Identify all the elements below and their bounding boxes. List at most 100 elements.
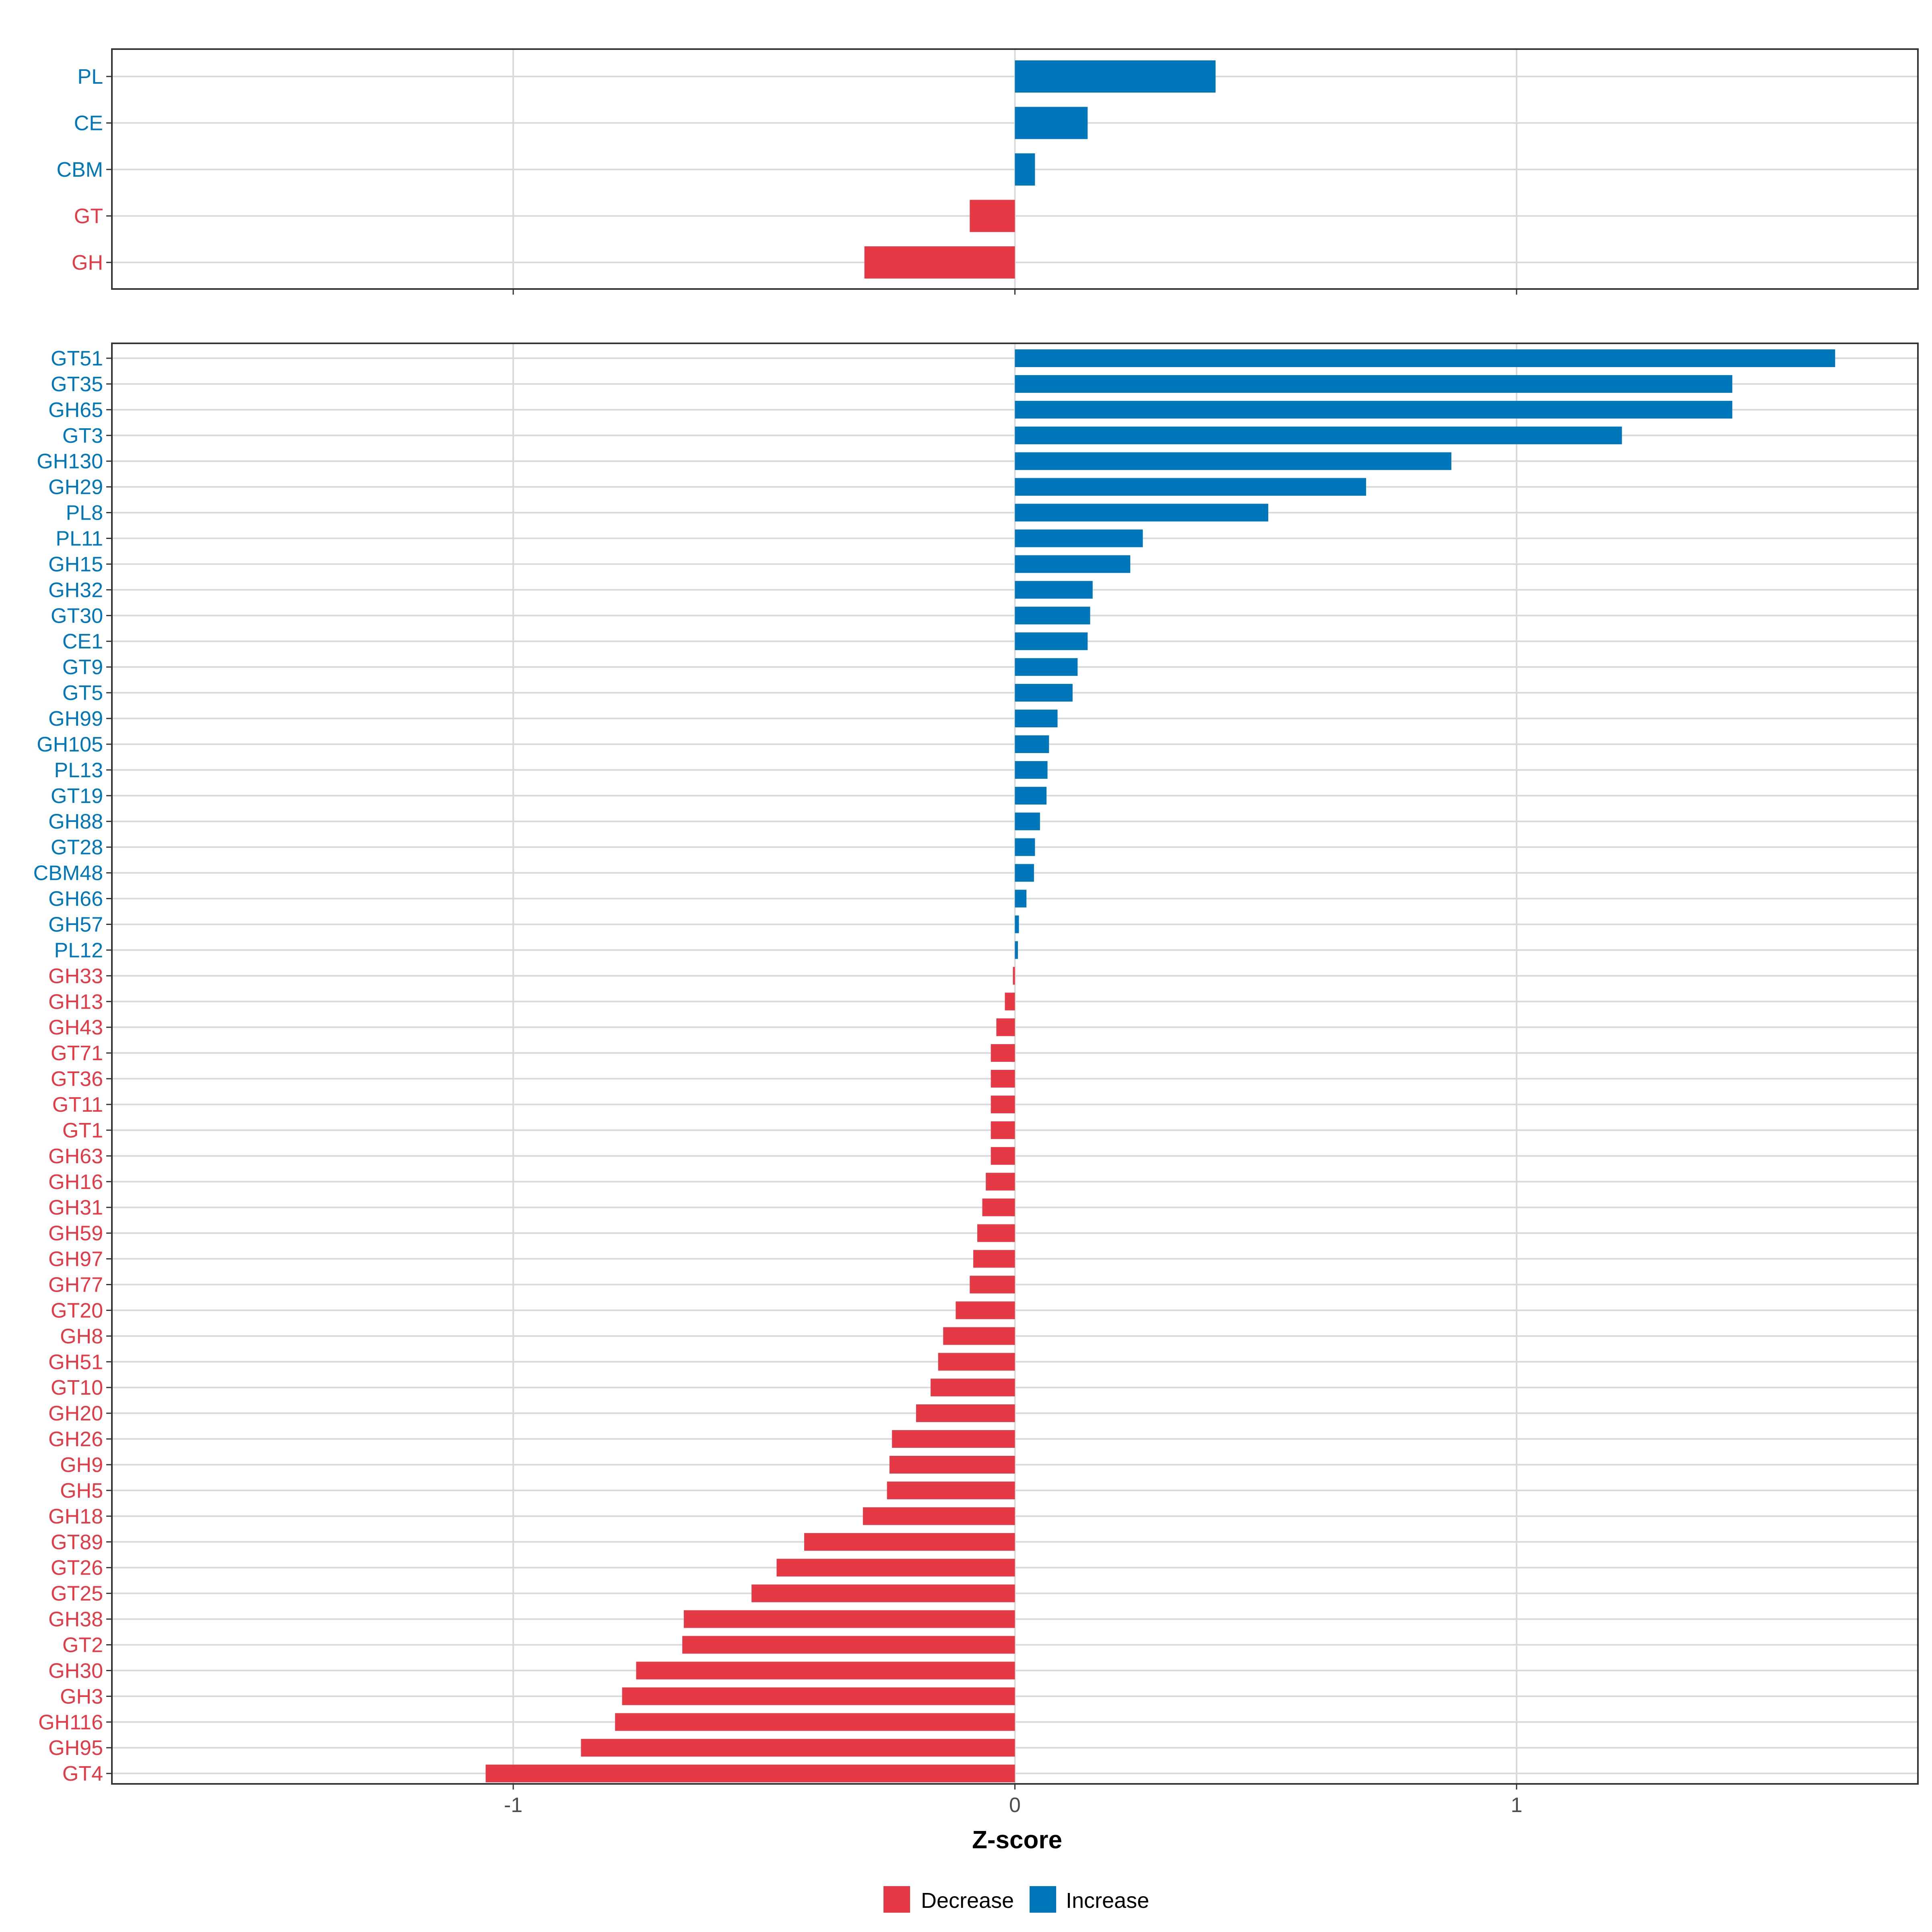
y-label-GH99: GH99 bbox=[48, 707, 103, 731]
bar-GT35 bbox=[1015, 375, 1732, 393]
bar-GH51 bbox=[938, 1353, 1015, 1371]
bar-GT10 bbox=[931, 1379, 1015, 1397]
top-panel: PL CE CBM GT GH bbox=[56, 48, 1919, 295]
y-label-GH33: GH33 bbox=[48, 964, 103, 988]
bar-PL bbox=[1015, 60, 1216, 93]
bar-GH20 bbox=[916, 1404, 1015, 1422]
bar-GT4 bbox=[485, 1765, 1015, 1783]
bar-GH29 bbox=[1015, 478, 1366, 496]
bar-GH116 bbox=[615, 1713, 1015, 1731]
y-label-GH65: GH65 bbox=[48, 398, 103, 422]
y-label-GT2: GT2 bbox=[62, 1634, 103, 1657]
y-label-GH16: GH16 bbox=[48, 1170, 103, 1194]
y-label-GT35: GT35 bbox=[51, 373, 103, 396]
y-label-GT5: GT5 bbox=[62, 681, 103, 705]
y-label-GH: GH bbox=[72, 251, 103, 275]
bar-GT11 bbox=[991, 1095, 1015, 1113]
bar-GT36 bbox=[991, 1070, 1015, 1088]
bar-GH66 bbox=[1015, 890, 1027, 908]
bar-GH57 bbox=[1015, 915, 1019, 933]
y-label-GT3: GT3 bbox=[62, 424, 103, 448]
y-label-GH29: GH29 bbox=[48, 476, 103, 499]
bar-GT26 bbox=[776, 1558, 1015, 1577]
y-label-CBM: CBM bbox=[56, 158, 103, 182]
x-tick-label--1: -1 bbox=[504, 1794, 522, 1817]
y-label-GT: GT bbox=[74, 205, 103, 228]
y-label-PL12: PL12 bbox=[54, 939, 103, 962]
bar-GT19 bbox=[1015, 786, 1047, 805]
bar-GT1 bbox=[991, 1121, 1015, 1139]
y-label-GH3: GH3 bbox=[60, 1685, 103, 1708]
y-label-GH116: GH116 bbox=[38, 1711, 103, 1734]
bar-GT3 bbox=[1015, 426, 1622, 444]
bar-GH bbox=[864, 246, 1015, 279]
bar-GH77 bbox=[970, 1276, 1015, 1294]
bar-GT25 bbox=[751, 1584, 1015, 1602]
y-label-CBM48: CBM48 bbox=[33, 862, 103, 885]
bar-GH8 bbox=[943, 1327, 1015, 1345]
legend-label-increase: Increase bbox=[1066, 1889, 1149, 1913]
y-label-GH20: GH20 bbox=[48, 1402, 103, 1425]
y-label-GT19: GT19 bbox=[51, 784, 103, 808]
y-label-GH51: GH51 bbox=[48, 1350, 103, 1374]
y-label-GT51: GT51 bbox=[51, 347, 103, 370]
bottom-panel: GT51GT35GH65GT3GH130GH29PL8PL11GH15GH32G… bbox=[33, 343, 1919, 1817]
bar-GH13 bbox=[1005, 993, 1015, 1011]
y-label-GH13: GH13 bbox=[48, 990, 103, 1013]
y-label-GH63: GH63 bbox=[48, 1145, 103, 1168]
bar-GH99 bbox=[1015, 710, 1058, 728]
bar-CE1 bbox=[1015, 632, 1088, 650]
y-label-GT26: GT26 bbox=[51, 1556, 103, 1580]
bar-GT28 bbox=[1015, 838, 1035, 856]
y-label-GH43: GH43 bbox=[48, 1016, 103, 1039]
top-panel-border bbox=[111, 48, 1919, 290]
bar-GH15 bbox=[1015, 555, 1131, 573]
bar-GT30 bbox=[1015, 607, 1090, 625]
y-label-GT4: GT4 bbox=[62, 1762, 103, 1785]
bar-CBM48 bbox=[1015, 864, 1034, 882]
x-tick-label-0: 0 bbox=[1009, 1794, 1021, 1817]
bar-GH130 bbox=[1015, 452, 1451, 470]
y-label-GT20: GT20 bbox=[51, 1299, 103, 1322]
y-label-GH95: GH95 bbox=[48, 1736, 103, 1760]
y-label-PL11: PL11 bbox=[56, 527, 103, 551]
bar-PL8 bbox=[1015, 504, 1268, 522]
bar-GH33 bbox=[1013, 967, 1015, 985]
y-label-GH31: GH31 bbox=[48, 1196, 103, 1220]
bar-PL13 bbox=[1015, 761, 1048, 779]
bar-GT71 bbox=[991, 1044, 1015, 1062]
bar-GH65 bbox=[1015, 400, 1732, 419]
x-tick-label-1: 1 bbox=[1511, 1794, 1522, 1817]
bar-GH30 bbox=[636, 1662, 1015, 1680]
y-label-GH5: GH5 bbox=[60, 1479, 103, 1503]
bar-GH31 bbox=[982, 1198, 1015, 1216]
bar-GH3 bbox=[622, 1687, 1015, 1705]
y-label-GH59: GH59 bbox=[48, 1222, 103, 1245]
x-axis-title: Z-score bbox=[972, 1826, 1062, 1854]
bar-GH5 bbox=[887, 1481, 1015, 1499]
y-label-GH105: GH105 bbox=[37, 733, 103, 756]
bar-GH38 bbox=[683, 1610, 1015, 1628]
y-label-PL13: PL13 bbox=[54, 759, 103, 782]
bar-GH105 bbox=[1015, 735, 1049, 753]
legend-swatch-increase bbox=[1030, 1886, 1056, 1913]
bar-GT9 bbox=[1015, 658, 1078, 676]
bar-PL12 bbox=[1015, 941, 1018, 959]
y-label-GH18: GH18 bbox=[48, 1505, 103, 1528]
bar-GT20 bbox=[956, 1301, 1015, 1319]
bar-CE bbox=[1015, 107, 1088, 139]
y-label-GT9: GT9 bbox=[62, 656, 103, 679]
y-label-GT25: GT25 bbox=[51, 1582, 103, 1606]
bar-PL11 bbox=[1015, 529, 1143, 547]
bar-GH26 bbox=[892, 1430, 1015, 1448]
y-label-GT36: GT36 bbox=[51, 1067, 103, 1091]
bar-GT89 bbox=[804, 1533, 1015, 1551]
bar-GT51 bbox=[1015, 349, 1835, 367]
y-label-GH77: GH77 bbox=[48, 1273, 103, 1296]
y-label-GH32: GH32 bbox=[48, 578, 103, 602]
y-label-GT89: GT89 bbox=[51, 1531, 103, 1554]
bar-GH95 bbox=[581, 1739, 1015, 1757]
y-label-GH38: GH38 bbox=[48, 1608, 103, 1631]
bar-GT2 bbox=[682, 1636, 1015, 1654]
